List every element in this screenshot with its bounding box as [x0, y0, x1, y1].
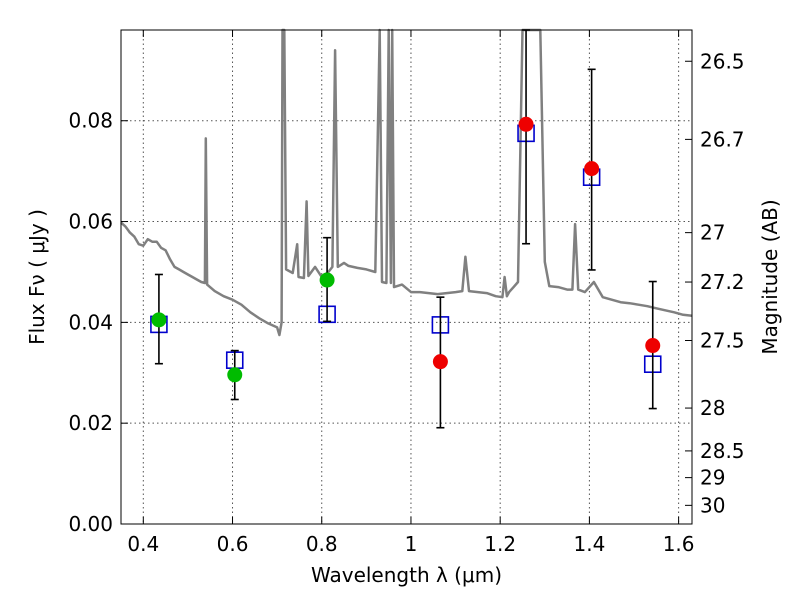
right-tick-label: 26.7	[700, 127, 745, 151]
right-tick-label: 28.5	[700, 439, 745, 463]
right-tick-label: 27.2	[700, 270, 745, 294]
plot-frame	[120, 29, 693, 525]
photometry-point-red	[518, 116, 534, 132]
right-tick-label: 27.5	[700, 329, 745, 353]
model-spectrum-line	[120, 28, 693, 337]
photometry-point-green	[319, 272, 335, 288]
x-tick-label: 0.6	[217, 532, 249, 556]
x-tick-label: 1.2	[484, 532, 516, 556]
right-tick-label: 29	[700, 466, 725, 490]
photometry-point-green	[227, 367, 243, 383]
x-axis-title: Wavelength λ (μm)	[311, 563, 502, 587]
y-tick-label: 0.08	[68, 109, 113, 133]
x-tick-label: 0.8	[306, 532, 338, 556]
photometry-point-red	[584, 161, 600, 177]
axis-ticks: 0.4 0.6 0.8 1 1.2 1.4 1.6 0.00 0.02 0.04 0.06 0.08 2…	[68, 30, 745, 556]
data-points-layer	[150, 29, 662, 429]
right-tick-label: 26.5	[700, 49, 745, 73]
y-tick-label: 0.00	[68, 512, 113, 536]
right-tick-label: 30	[700, 493, 725, 517]
y-tick-label: 0.06	[68, 210, 113, 234]
right-tick-label: 27	[700, 221, 725, 245]
x-tick-label: 1.4	[573, 532, 605, 556]
photometry-point-red	[432, 354, 448, 370]
grid-lines	[121, 30, 692, 524]
right-axis-title: Magnitude (AB)	[758, 199, 782, 354]
x-tick-label: 1.6	[663, 532, 695, 556]
x-tick-label: 1	[405, 532, 418, 556]
photometry-point-green	[151, 312, 167, 328]
photometry-point-red	[645, 338, 661, 354]
x-tick-label: 0.4	[127, 532, 159, 556]
y-tick-label: 0.02	[68, 411, 113, 435]
y-tick-label: 0.04	[68, 310, 113, 334]
spectrum-layer	[120, 28, 693, 337]
y-axis-title: Flux Fν ( μJy )	[25, 209, 49, 345]
right-tick-label: 28	[700, 396, 725, 420]
